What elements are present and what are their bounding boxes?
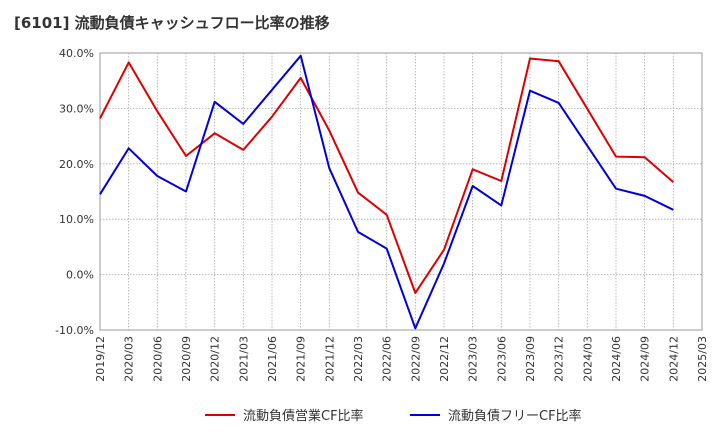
x-tick-label: 2020/06 — [151, 336, 164, 382]
x-tick-label: 2022/03 — [352, 336, 365, 382]
x-tick-label: 2020/03 — [123, 336, 136, 382]
x-tick-label: 2021/09 — [295, 336, 308, 382]
grid-layer — [99, 52, 703, 331]
x-tick-label: 2022/06 — [381, 336, 394, 382]
x-tick-label: 2024/09 — [639, 336, 652, 382]
x-tick-label: 2023/03 — [467, 336, 480, 382]
series-2 — [99, 54, 674, 330]
y-tick-label: -10.0% — [55, 324, 94, 337]
x-tick-label: 2021/03 — [237, 336, 250, 382]
legend: 流動負債営業CF比率 流動負債フリーCF比率 — [205, 408, 582, 424]
x-tick-label: 2021/12 — [323, 336, 336, 382]
chart-title: [6101] 流動負債キャッシュフロー比率の推移 — [14, 14, 330, 32]
x-tick-label: 2024/03 — [581, 336, 594, 382]
x-tick-label: 2023/06 — [495, 336, 508, 382]
y-tick-label: 10.0% — [59, 213, 94, 226]
series-1 — [99, 57, 674, 294]
legend-item: 流動負債フリーCF比率 — [410, 408, 582, 424]
x-tick-label: 2022/12 — [438, 336, 451, 382]
plot-frame — [99, 52, 703, 331]
x-tick-label: 2025/03 — [696, 336, 709, 382]
x-tick-label: 2023/09 — [524, 336, 537, 382]
y-tick-label: 20.0% — [59, 158, 94, 171]
y-tick-label: 40.0% — [59, 47, 94, 60]
legend-label: 流動負債営業CF比率 — [243, 408, 364, 424]
legend-item: 流動負債営業CF比率 — [205, 408, 364, 424]
x-tick-label: 2023/12 — [553, 336, 566, 382]
x-tick-label: 2024/06 — [610, 336, 623, 382]
series-layer — [99, 54, 674, 330]
x-tick-label: 2019/12 — [94, 336, 107, 382]
legend-label: 流動負債フリーCF比率 — [448, 408, 582, 424]
y-tick-label: 30.0% — [59, 102, 94, 115]
x-tick-label: 2024/12 — [667, 336, 680, 382]
x-tick-label: 2021/06 — [266, 336, 279, 382]
x-tick-label: 2020/09 — [180, 336, 193, 382]
x-tick-label: 2020/12 — [209, 336, 222, 382]
x-tick-label: 2022/09 — [409, 336, 422, 382]
axis-layer: -10.0% 0.0% 10.0% 20.0% 30.0% 40.0% 2019/12 202… — [55, 47, 709, 382]
series-line — [99, 57, 674, 294]
y-tick-label: 0.0% — [66, 269, 94, 282]
